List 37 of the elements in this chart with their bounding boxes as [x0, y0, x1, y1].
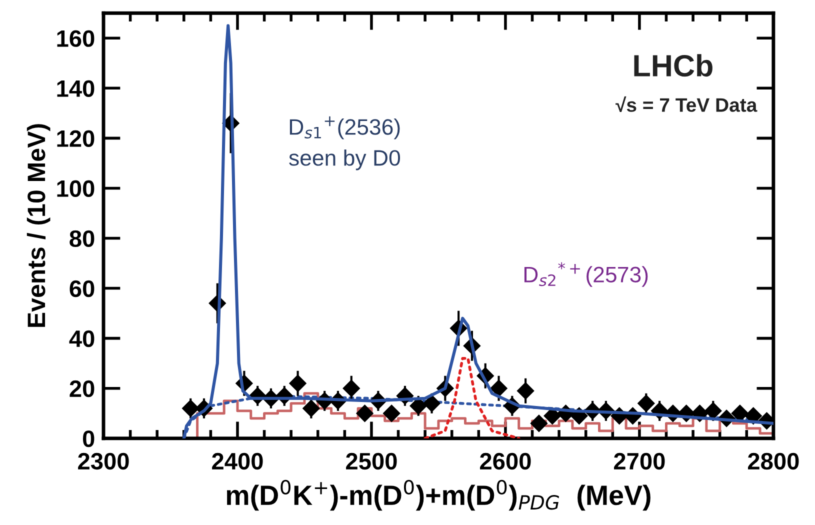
- point: [342, 380, 360, 397]
- point: [544, 407, 561, 424]
- line-series: [424, 356, 520, 438]
- y-tick-label: 160: [57, 30, 94, 47]
- y-tick-label: 100: [57, 180, 94, 198]
- point: [182, 400, 200, 417]
- x-tick-label: 2600: [480, 452, 531, 470]
- x-tick-label: 2700: [614, 452, 665, 470]
- x-tick-label: 2400: [212, 452, 263, 470]
- y-tick-label: 40: [69, 330, 94, 348]
- annotation: seen by D0: [289, 149, 400, 170]
- y-tick-label: 140: [57, 80, 94, 97]
- point: [517, 382, 534, 400]
- annotation: √s = 7 TeV Data: [616, 96, 758, 112]
- annotation: D$_{s1}$$^{+}$(2536): [290, 116, 400, 140]
- y-tick-label: 60: [70, 280, 94, 298]
- point: [302, 400, 320, 417]
- point: [383, 404, 400, 422]
- annotation: LHCb: [634, 54, 712, 77]
- x-tick-label: 2500: [346, 452, 397, 470]
- y-tick-label: 20: [70, 380, 94, 398]
- y-tick-label: 0: [82, 430, 94, 448]
- point: [356, 404, 374, 422]
- point: [490, 380, 508, 397]
- annotation: D$_{s2}$$^{*+}$(2573): [524, 262, 648, 287]
- point: [704, 402, 722, 420]
- y-tick-label: 120: [57, 130, 94, 147]
- point: [530, 414, 548, 432]
- point: [638, 394, 655, 412]
- point: [423, 394, 440, 412]
- y-axis-title: Events / (10 MeV): [26, 124, 50, 327]
- x-tick-label: 2300: [78, 452, 129, 470]
- point: [731, 404, 748, 422]
- text: m(D$^{0}$K$^{+}$)-m(D$^{0}$)+m(D$^{0}$)$_{PDG}$ (MeV): [226, 480, 650, 511]
- x-tick-label: 2800: [748, 452, 799, 470]
- point: [289, 374, 306, 392]
- y-tick-label: 80: [70, 230, 94, 248]
